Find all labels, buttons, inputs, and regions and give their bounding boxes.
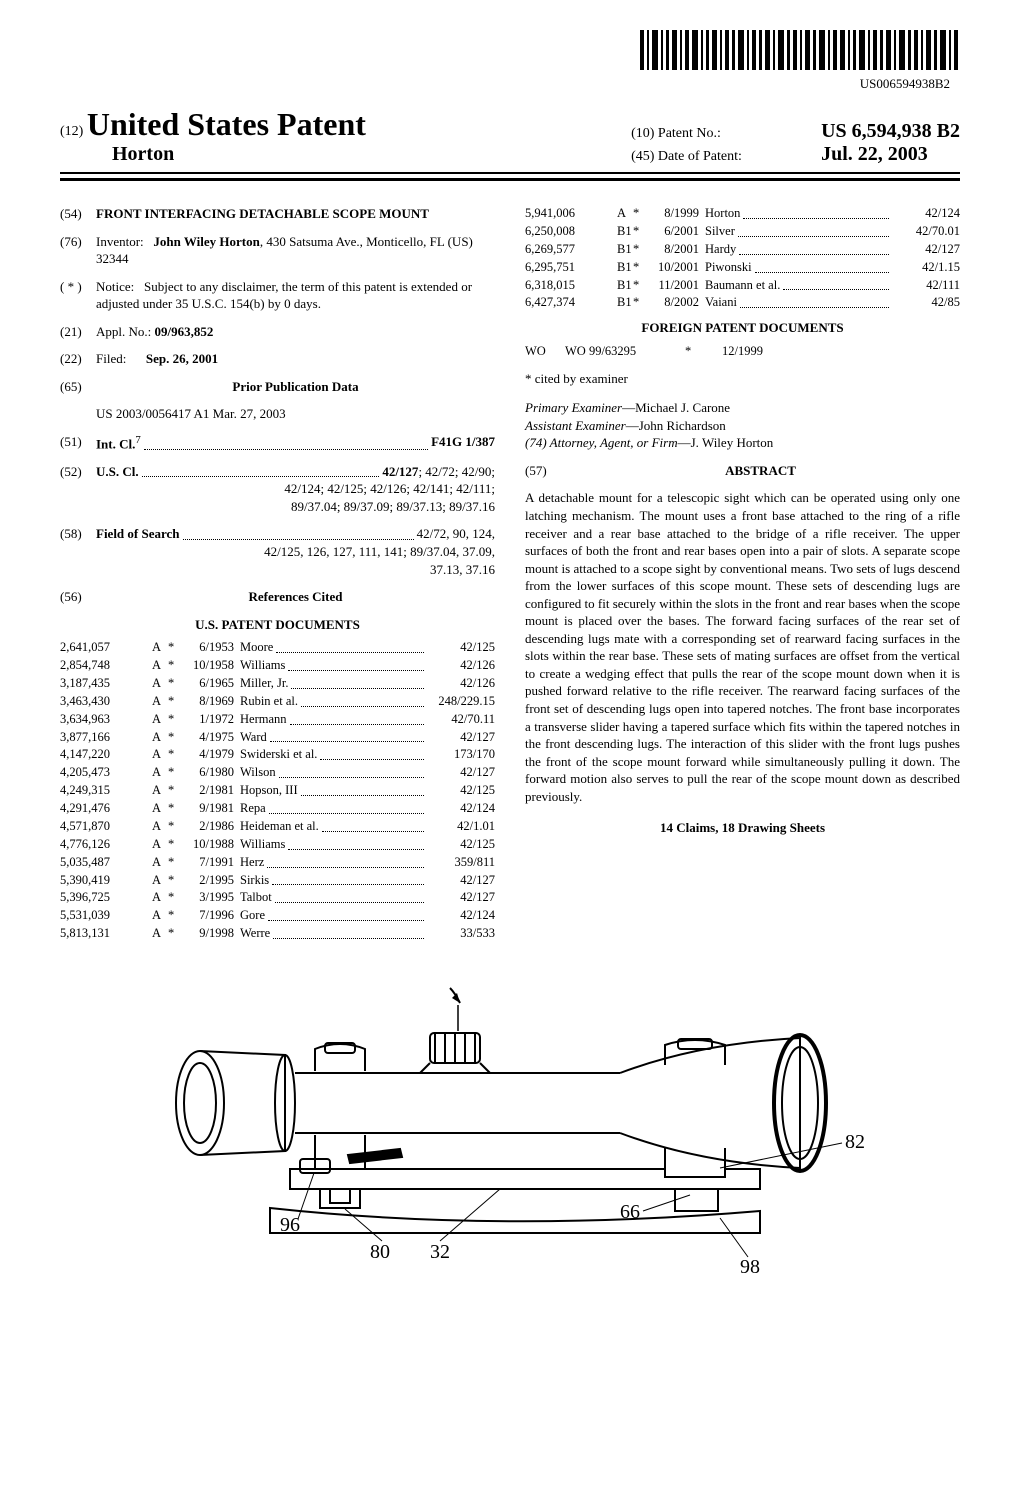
assistant-examiner-label: Assistant Examiner bbox=[525, 418, 626, 433]
reference-row: 3,463,430A*8/1969Rubin et al.248/229.15 bbox=[60, 693, 495, 710]
patent-date: Jul. 22, 2003 bbox=[821, 143, 928, 166]
barcode-graphic bbox=[60, 30, 960, 74]
f52-label: U.S. Cl. bbox=[96, 464, 139, 479]
primary-examiner: —Michael J. Carone bbox=[622, 400, 730, 415]
notice-text: Subject to any disclaimer, the term of t… bbox=[96, 279, 472, 312]
barcode-svg bbox=[640, 30, 960, 70]
f51-label: Int. Cl. bbox=[96, 436, 135, 451]
reference-row: 6,427,374B1*8/2002Vaiani42/85 bbox=[525, 294, 960, 311]
reference-row: 3,877,166A*4/1975Ward42/127 bbox=[60, 729, 495, 746]
us-patents-table: 2,641,057A*6/1953Moore42/1252,854,748A*1… bbox=[60, 639, 495, 942]
figure: 96 80 32 66 82 98 bbox=[60, 973, 960, 1287]
reference-row: 4,205,473A*6/1980Wilson42/127 bbox=[60, 764, 495, 781]
reference-row: 6,250,008B1*6/2001Silver42/70.01 bbox=[525, 223, 960, 240]
fos-inline: 42/72, 90, 124, bbox=[417, 525, 495, 543]
left-column: (54) FRONT INTERFACING DETACHABLE SCOPE … bbox=[60, 205, 495, 943]
us-cl-rest-inline: ; 42/72; 42/90; bbox=[418, 464, 495, 479]
f22-num: (22) bbox=[60, 350, 96, 368]
callout-96: 96 bbox=[280, 1214, 300, 1236]
reference-row: 5,390,419A*2/1995Sirkis42/127 bbox=[60, 872, 495, 889]
f65-label: Prior Publication Data bbox=[232, 379, 358, 394]
reference-row: 4,249,315A*2/1981Hopson, III42/125 bbox=[60, 782, 495, 799]
callout-82: 82 bbox=[845, 1131, 865, 1153]
us-cl-rest: 42/124; 42/125; 42/126; 42/141; 42/111;8… bbox=[96, 480, 495, 515]
reference-row: 4,147,220A*4/1979Swiderski et al.173/170 bbox=[60, 746, 495, 763]
bibliographic-columns: (54) FRONT INTERFACING DETACHABLE SCOPE … bbox=[60, 205, 960, 943]
foreign-heading: FOREIGN PATENT DOCUMENTS bbox=[525, 319, 960, 337]
inventor-name: John Wiley Horton bbox=[153, 234, 259, 249]
reference-row: 4,776,126A*10/1988Williams42/125 bbox=[60, 836, 495, 853]
fstar-num: ( * ) bbox=[60, 278, 96, 313]
reference-row: 2,854,748A*10/1958Williams42/126 bbox=[60, 657, 495, 674]
us-patents-heading: U.S. PATENT DOCUMENTS bbox=[60, 616, 495, 634]
f56-label: References Cited bbox=[249, 589, 343, 604]
fos-rest: 42/125, 126, 127, 111, 141; 89/37.04, 37… bbox=[96, 543, 495, 578]
f58-label: Field of Search bbox=[96, 526, 180, 541]
callout-66: 66 bbox=[620, 1201, 640, 1223]
prior-pub-data: US 2003/0056417 A1 Mar. 27, 2003 bbox=[96, 405, 495, 423]
invention-title: FRONT INTERFACING DETACHABLE SCOPE MOUNT bbox=[96, 205, 495, 223]
primary-examiner-label: Primary Examiner bbox=[525, 400, 622, 415]
f51-sup: 7 bbox=[135, 434, 140, 446]
reference-row: 6,295,751B1*10/2001Piwonski42/1.15 bbox=[525, 259, 960, 276]
us-cl-main: 42/127 bbox=[382, 464, 418, 479]
f76-num: (76) bbox=[60, 233, 96, 268]
reference-row: 4,291,476A*9/1981Repa42/124 bbox=[60, 800, 495, 817]
patent-date-label: (45) Date of Patent: bbox=[631, 149, 801, 165]
reference-row: 5,813,131A*9/1998Werre33/533 bbox=[60, 925, 495, 942]
reference-row: 3,634,963A*1/1972Hermann42/70.11 bbox=[60, 711, 495, 728]
f52-num: (52) bbox=[60, 463, 96, 516]
attorney: —J. Wiley Horton bbox=[678, 435, 774, 450]
fstar-label: Notice: bbox=[96, 279, 134, 294]
country-doc-type: United States Patent bbox=[87, 106, 366, 142]
abstract-num: (57) bbox=[525, 462, 561, 480]
claims-line: 14 Claims, 18 Drawing Sheets bbox=[525, 819, 960, 837]
callout-80: 80 bbox=[370, 1241, 390, 1263]
reference-row: 4,571,870A*2/1986Heideman et al.42/1.01 bbox=[60, 818, 495, 835]
callout-32: 32 bbox=[430, 1241, 450, 1263]
f65-num: (65) bbox=[60, 378, 96, 396]
filed-date: Sep. 26, 2001 bbox=[146, 351, 218, 366]
f21-label: Appl. No.: bbox=[96, 324, 151, 339]
reference-row: 6,318,015B1*11/2001Baumann et al.42/111 bbox=[525, 277, 960, 294]
f51-num: (51) bbox=[60, 433, 96, 453]
barcode-number: US006594938B2 bbox=[60, 76, 950, 92]
scope-mount-drawing: 96 80 32 66 82 98 bbox=[100, 973, 920, 1283]
reference-row: 5,396,725A*3/1995Talbot42/127 bbox=[60, 889, 495, 906]
callout-98: 98 bbox=[740, 1256, 760, 1278]
patent-header: (12) United States Patent Horton (10) Pa… bbox=[60, 106, 960, 174]
us-patents-table-cont: 5,941,006A*8/1999Horton42/1246,250,008B1… bbox=[525, 205, 960, 311]
doc-code: (12) bbox=[60, 124, 83, 139]
assistant-examiner: —John Richardson bbox=[626, 418, 726, 433]
appl-no: 09/963,852 bbox=[155, 324, 214, 339]
abstract-label: ABSTRACT bbox=[725, 463, 796, 478]
cited-note: * cited by examiner bbox=[525, 370, 960, 388]
reference-row: 5,035,487A*7/1991Herz359/811 bbox=[60, 854, 495, 871]
reference-row: 6,269,577B1*8/2001Hardy42/127 bbox=[525, 241, 960, 258]
reference-row: WOWO 99/63295*12/1999 bbox=[525, 343, 960, 360]
patent-no: US 6,594,938 B2 bbox=[821, 120, 960, 143]
f76-label: Inventor: bbox=[96, 234, 144, 249]
patent-no-label: (10) Patent No.: bbox=[631, 126, 801, 142]
inventor-header-surname: Horton bbox=[60, 143, 366, 166]
right-column: 5,941,006A*8/1999Horton42/1246,250,008B1… bbox=[525, 205, 960, 943]
header-rule bbox=[60, 178, 960, 181]
f54-num: (54) bbox=[60, 205, 96, 223]
reference-row: 3,187,435A*6/1965Miller, Jr.42/126 bbox=[60, 675, 495, 692]
attorney-label: (74) Attorney, Agent, or Firm bbox=[525, 435, 678, 450]
reference-row: 2,641,057A*6/1953Moore42/125 bbox=[60, 639, 495, 656]
foreign-patents-table: WOWO 99/63295*12/1999 bbox=[525, 343, 960, 360]
abstract-text: A detachable mount for a telescopic sigh… bbox=[525, 489, 960, 805]
f56-num: (56) bbox=[60, 588, 96, 606]
reference-row: 5,531,039A*7/1996Gore42/124 bbox=[60, 907, 495, 924]
f21-num: (21) bbox=[60, 323, 96, 341]
int-cl: F41G 1/387 bbox=[431, 434, 495, 449]
f22-label: Filed: bbox=[96, 351, 126, 366]
reference-row: 5,941,006A*8/1999Horton42/124 bbox=[525, 205, 960, 222]
f58-num: (58) bbox=[60, 525, 96, 578]
